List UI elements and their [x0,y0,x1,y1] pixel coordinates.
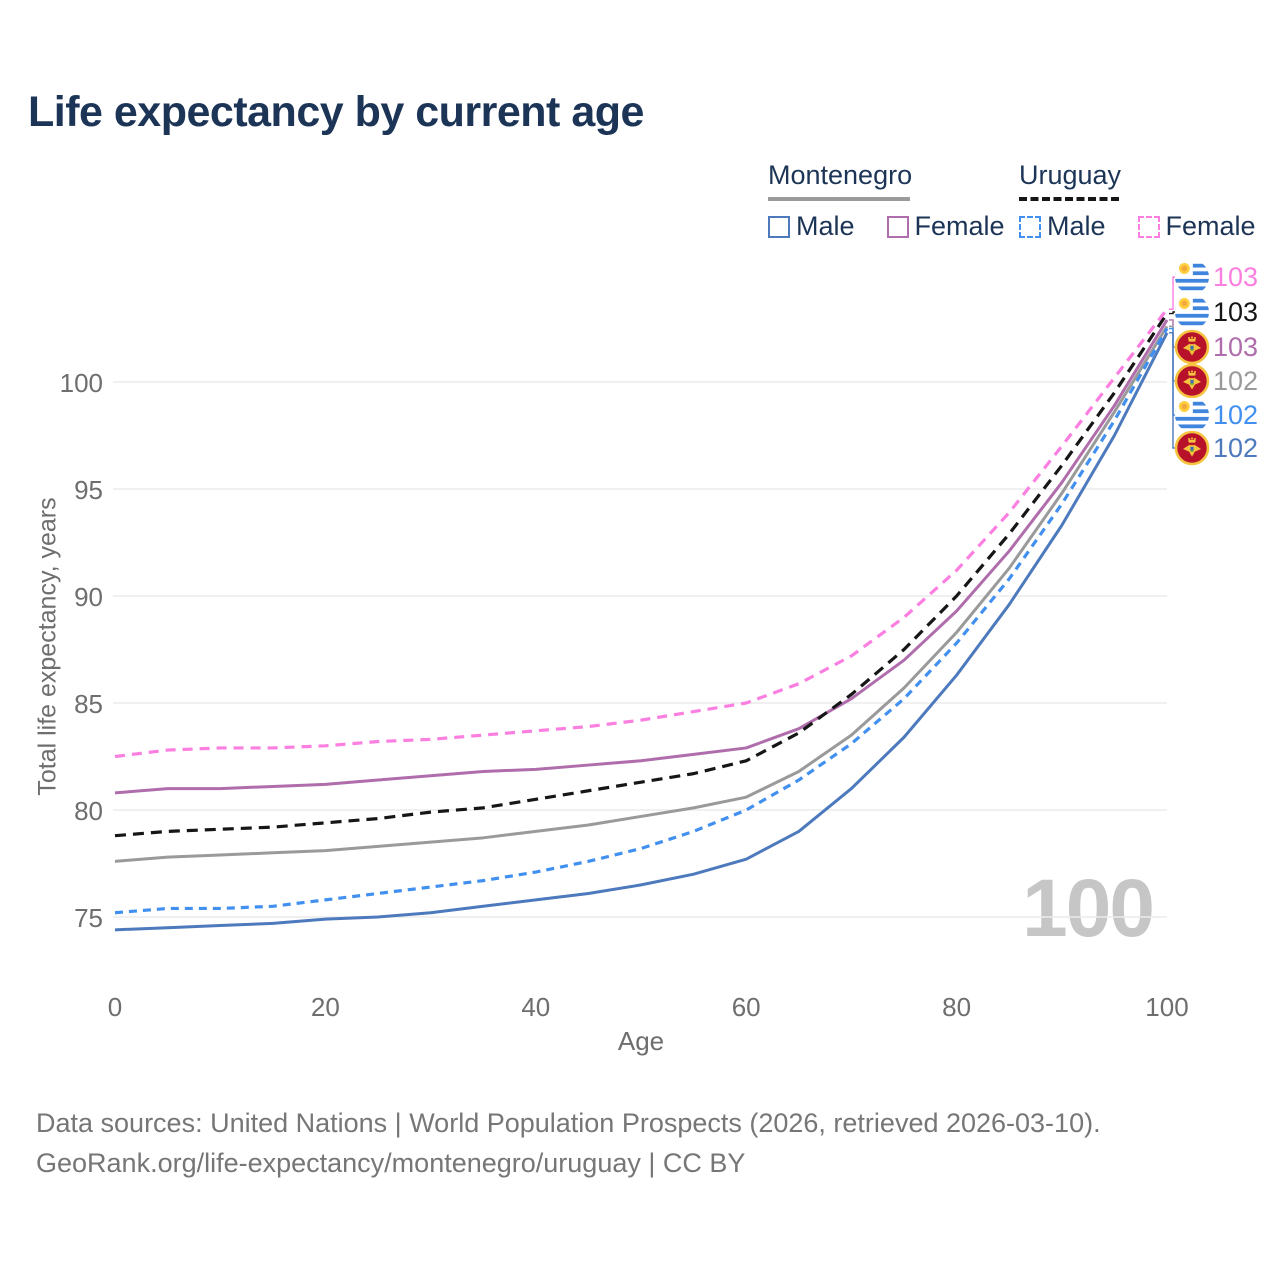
x-tick-label: 0 [107,992,123,1022]
legend-item-montenegro-male: Male [768,211,855,242]
x-axis-title: Age [617,1026,665,1056]
footer-url-line: GeoRank.org/life-expectancy/montenegro/u… [36,1148,746,1178]
age-watermark: 100 [1022,863,1155,954]
flag-montenegro-icon [1174,363,1210,399]
legend-underline-uruguay-dashed [1019,197,1119,201]
end-label-value: 102 [1213,400,1258,430]
flag-montenegro-icon [1174,329,1210,365]
legend-label-montenegro-female: Female [914,211,1005,241]
legend-item-uruguay-female: Female [1137,211,1256,242]
legend-group-uruguay: Uruguay Male Female [1019,160,1280,242]
legend-item-montenegro-female: Female [886,211,1005,242]
legend-label-montenegro-male: Male [796,211,855,241]
series-line-uruguay-total [114,312,1169,838]
series-line-uruguay-female [114,308,1169,759]
x-tick-label: 40 [521,992,551,1022]
legend-item-uruguay-male: Male [1019,211,1106,242]
end-label-value: 103 [1213,262,1258,292]
x-tick-label: 100 [1145,992,1189,1022]
uruguay-female-swatch-icon [1137,215,1160,238]
end-label-leader [1169,311,1176,315]
legend-group-montenegro: Montenegro Male Female [768,160,1029,242]
y-tick-label: 100 [59,368,103,398]
legend-header-uruguay: Uruguay [1019,160,1122,190]
uruguay-male-swatch-icon [1019,215,1041,238]
x-tick-label: 20 [310,992,340,1022]
flag-uruguay-icon [1175,295,1209,329]
montenegro-male-swatch-icon [768,215,790,238]
flag-montenegro-icon [1174,430,1210,466]
series-line-montenegro-male [114,332,1169,932]
footer-sources-line: Data sources: United Nations | World Pop… [36,1108,1101,1138]
flag-uruguay-icon [1175,398,1209,432]
end-label-value: 102 [1213,433,1258,463]
end-label-leader [1169,276,1176,310]
y-tick-label: 85 [74,689,103,719]
page-title: Life expectancy by current age [28,88,644,136]
y-tick-label: 80 [74,796,103,826]
legend-header-montenegro: Montenegro [768,160,913,190]
series-line-montenegro-total [114,325,1169,863]
end-label-value: 102 [1213,366,1258,396]
series-line-montenegro-female [114,319,1169,795]
series-line-uruguay-male [114,327,1169,915]
y-tick-label: 75 [74,903,103,933]
x-tick-label: 60 [731,992,761,1022]
end-label-value: 103 [1213,332,1258,362]
legend-label-uruguay-male: Male [1047,211,1106,241]
y-tick-label: 95 [74,475,103,505]
y-tick-label: 90 [74,582,103,612]
legend-underline-montenegro-solid [768,197,910,201]
legend-label-uruguay-female: Female [1165,211,1256,241]
end-label-value: 103 [1213,297,1258,327]
flag-uruguay-icon [1175,260,1209,294]
x-tick-label: 80 [942,992,972,1022]
end-label-leader [1169,332,1176,449]
montenegro-female-swatch-icon [886,215,909,238]
